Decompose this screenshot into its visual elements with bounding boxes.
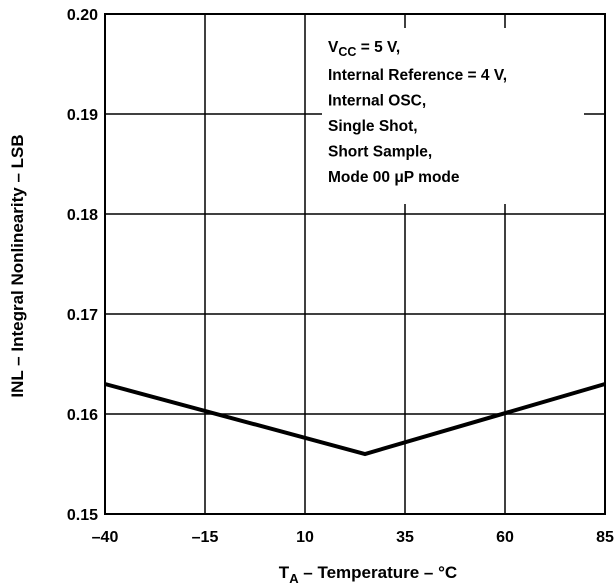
y-tick-label: 0.16 bbox=[67, 407, 98, 424]
y-tick-label: 0.19 bbox=[67, 107, 98, 124]
y-tick-labels: 0.15 0.16 0.17 0.18 0.19 0.20 bbox=[67, 7, 98, 524]
annotation-line: Internal OSC, bbox=[328, 93, 426, 110]
inl-series-line bbox=[104, 382, 606, 457]
x-tick-label: –15 bbox=[192, 529, 219, 546]
annotation-box bbox=[322, 28, 584, 204]
annotation-line: Single Shot, bbox=[328, 118, 418, 135]
x-axis-label: TA – Temperature – °C bbox=[279, 563, 457, 586]
x-tick-labels: –40 –15 10 35 60 85 bbox=[92, 529, 614, 546]
annotation-vcc: VCC = 5 V, bbox=[328, 39, 400, 59]
y-axis-label: INL – Integral Nonlinearity – LSB bbox=[8, 134, 27, 397]
annotation-line: Internal Reference = 4 V, bbox=[328, 67, 507, 84]
annotation-line: Short Sample, bbox=[328, 144, 432, 161]
y-tick-label: 0.17 bbox=[67, 307, 98, 324]
annotation-line: Mode 00 μP mode bbox=[328, 169, 460, 186]
series-group bbox=[104, 382, 606, 457]
y-tick-label: 0.15 bbox=[67, 507, 98, 524]
x-tick-label: 85 bbox=[596, 529, 614, 546]
y-tick-label: 0.18 bbox=[67, 207, 98, 224]
x-tick-label: 60 bbox=[496, 529, 514, 546]
y-tick-label: 0.20 bbox=[67, 7, 98, 24]
annotation-lines: Internal Reference = 4 V, Internal OSC, Si… bbox=[328, 67, 507, 186]
x-tick-label: –40 bbox=[92, 529, 119, 546]
x-tick-label: 10 bbox=[296, 529, 314, 546]
plot-frame bbox=[104, 13, 606, 515]
x-tick-label: 35 bbox=[396, 529, 414, 546]
